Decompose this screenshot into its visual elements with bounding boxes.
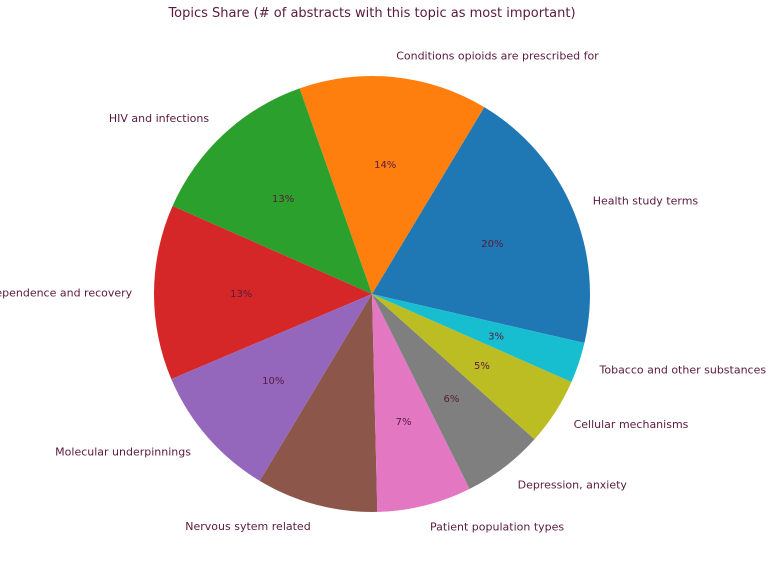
- percent-labels: 20% 14% 13% 13% 10% 7% 6% 5% 3%: [230, 160, 504, 428]
- category-label-depression-anxiety: Depression, anxiety: [518, 479, 628, 492]
- slice-molecular-underpinnings: [171, 294, 372, 481]
- slice-conditions-opioids-are-prescribed-for: [299, 76, 485, 295]
- category-label-health-study-terms: Health study terms: [593, 194, 699, 207]
- percent-label-hiv-and-infections: 13%: [272, 194, 294, 205]
- category-label-hiv-and-infections: HIV and infections: [109, 112, 210, 125]
- slice-patient-population-types: [372, 294, 470, 512]
- percent-label-conditions-opioids-are-prescribed-for: 14%: [374, 160, 396, 171]
- slice-hiv-and-infections: [172, 88, 372, 294]
- percent-label-depression-anxiety: 6%: [443, 394, 459, 405]
- category-label-dependence-and-recovery: Dependence and recovery: [0, 286, 133, 299]
- slice-tobacco-and-other-substances: [372, 294, 585, 382]
- percent-label-patient-population-types: 7%: [396, 417, 412, 428]
- category-label-tobacco-and-other-substances: Tobacco and other substances: [599, 364, 767, 377]
- slice-cellular-mechanisms: [372, 294, 572, 440]
- percent-label-tobacco-and-other-substances: 3%: [488, 331, 504, 342]
- slice-health-study-terms: [372, 107, 590, 344]
- category-label-cellular-mechanisms: Cellular mechanisms: [574, 418, 689, 431]
- pie-slices: [154, 76, 590, 512]
- slice-nervous-sytem-related: [259, 294, 378, 512]
- percent-label-cellular-mechanisms: 5%: [474, 361, 490, 372]
- category-label-conditions-opioids-are-prescribed-for: Conditions opioids are prescribed for: [396, 49, 599, 62]
- chart-title: Topics Share (# of abstracts with this t…: [167, 6, 575, 21]
- slice-dependence-and-recovery: [154, 206, 372, 380]
- percent-label-molecular-underpinnings: 10%: [262, 376, 284, 387]
- category-labels: Health study terms Conditions opioids are…: [0, 49, 766, 533]
- category-label-molecular-underpinnings: Molecular underpinnings: [55, 445, 191, 458]
- category-label-patient-population-types: Patient population types: [430, 521, 564, 534]
- percent-label-dependence-and-recovery: 13%: [230, 289, 252, 300]
- percent-label-health-study-terms: 20%: [481, 239, 503, 250]
- slice-depression-anxiety: [372, 294, 535, 489]
- category-label-nervous-sytem-related: Nervous sytem related: [185, 520, 310, 533]
